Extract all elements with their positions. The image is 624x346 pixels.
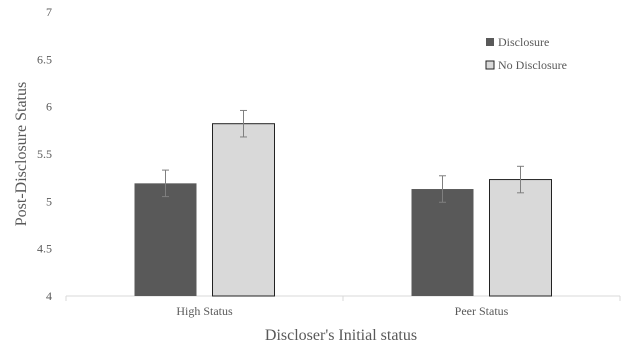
error-bar [162,169,169,198]
y-tick-label: 5.5 [37,147,52,161]
legend-swatch [485,60,495,70]
legend: Disclosure No Disclosure [485,35,567,72]
y-tick-label: 6 [46,100,52,114]
error-bar [240,109,247,138]
y-axis-title: Post-Disclosure Status [13,82,30,226]
y-tick-label: 7 [46,5,52,19]
legend-label: No Disclosure [498,58,567,72]
y-axis-ticks: 4 4.5 5 5.5 6 6.5 7 [37,5,52,303]
bar-disclosure [411,189,474,296]
x-axis-ticks: High Status Peer Status [65,296,621,318]
bar-disclosure [134,183,197,296]
error-bars [162,109,524,203]
y-tick-label: 4.5 [37,242,52,256]
x-tick-label: High Status [176,304,233,318]
error-bar [517,165,524,194]
legend-swatch [486,38,494,46]
bars [134,123,552,297]
bar-no-disclosure [212,123,275,297]
y-tick-label: 5 [46,194,52,208]
legend-label: Disclosure [498,35,549,49]
x-tick-label: Peer Status [455,304,509,318]
y-tick-label: 6.5 [37,52,52,66]
error-bar [439,175,446,203]
bar-no-disclosure [489,179,552,297]
x-axis-title: Discloser's Initial status [265,327,417,344]
y-tick-label: 4 [46,289,52,303]
